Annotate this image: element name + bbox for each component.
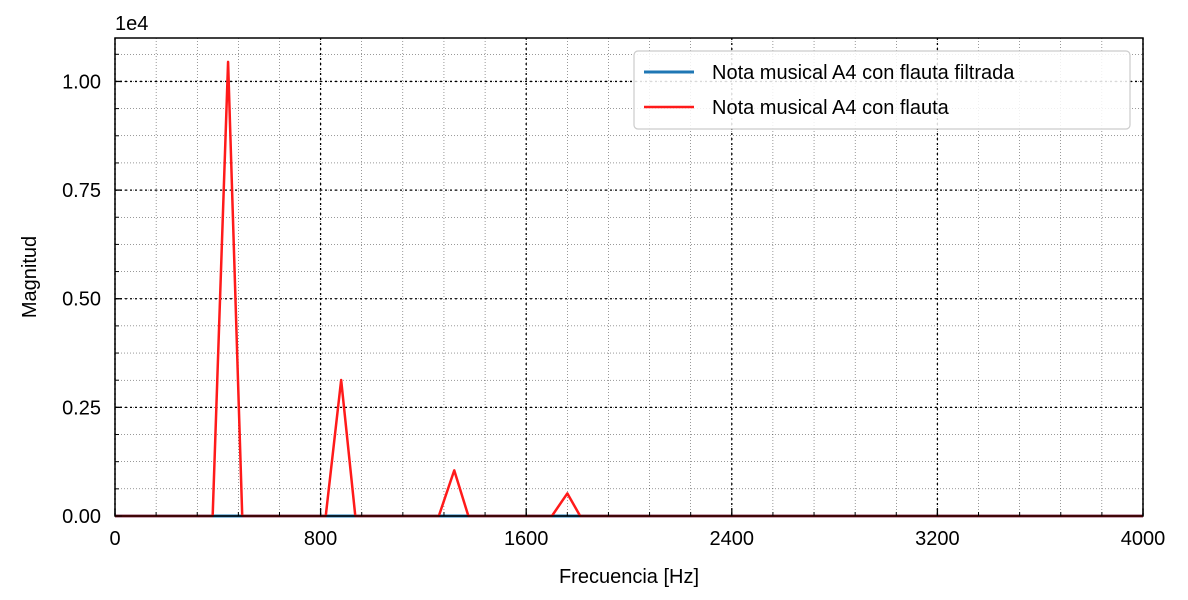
legend: Nota musical A4 con flauta filtrada Nota… xyxy=(633,50,1131,130)
y-axis-label: Magnitud xyxy=(19,236,41,318)
legend-label-filtered: Nota musical A4 con flauta filtrada xyxy=(712,62,1015,84)
x-tick-label: 0 xyxy=(109,528,120,550)
y-tick-label: 1.00 xyxy=(62,71,101,93)
x-tick-label: 4000 xyxy=(1121,528,1166,550)
x-tick-label: 3200 xyxy=(915,528,960,550)
legend-label-original: Nota musical A4 con flauta xyxy=(712,97,950,119)
x-tick-label: 800 xyxy=(304,528,337,550)
y-tick-label: 0.75 xyxy=(62,180,101,202)
y-tick-label: 0.25 xyxy=(62,397,101,419)
y-tick-label: 0.00 xyxy=(62,506,101,528)
tick-labels: 0 800 1600 2400 3200 4000 0.00 0.25 0.50 0.75 1.00 xyxy=(62,71,1165,550)
y-offset-label: 1e4 xyxy=(115,13,148,35)
y-tick-label: 0.50 xyxy=(62,289,101,311)
plot-frame xyxy=(114,37,1144,517)
legend-box xyxy=(633,50,1131,130)
x-tick-label: 2400 xyxy=(710,528,755,550)
ticks xyxy=(114,53,1144,517)
x-axis-label: Frecuencia [Hz] xyxy=(559,566,699,588)
x-tick-label: 1600 xyxy=(504,528,549,550)
